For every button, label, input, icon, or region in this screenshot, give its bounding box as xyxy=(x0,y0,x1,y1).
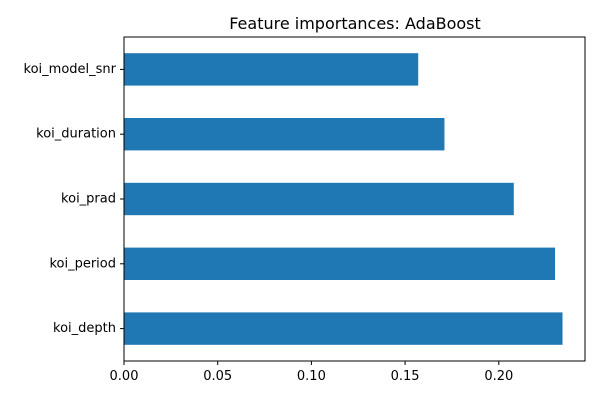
y-axis-ticks: koi_depth koi_period koi_prad koi_duration k… xyxy=(24,62,124,336)
x-tick-label: 0.10 xyxy=(297,369,326,384)
bar-koi-period xyxy=(124,247,556,280)
chart-title: Feature importances: AdaBoost xyxy=(229,14,481,33)
x-tick-label: 0.20 xyxy=(484,369,513,384)
bar-koi-model-snr xyxy=(124,53,419,86)
y-tick-label: koi_prad xyxy=(61,192,116,207)
bar-koi-duration xyxy=(124,118,445,151)
x-tick-label: 0.15 xyxy=(391,369,420,384)
plot-frame xyxy=(123,36,586,362)
y-tick-label: koi_model_snr xyxy=(24,62,117,77)
bar-koi-depth xyxy=(124,312,563,345)
x-tick-label: 0.00 xyxy=(110,369,139,384)
bar-koi-prad xyxy=(124,182,514,216)
x-tick-label: 0.05 xyxy=(203,369,232,384)
bars-layer xyxy=(124,53,563,345)
x-axis-ticks: 0.00 0.05 0.10 0.15 0.20 xyxy=(110,361,513,384)
y-tick-label: koi_duration xyxy=(36,127,116,142)
y-tick-label: koi_depth xyxy=(53,321,116,336)
y-tick-label: koi_period xyxy=(49,256,116,271)
